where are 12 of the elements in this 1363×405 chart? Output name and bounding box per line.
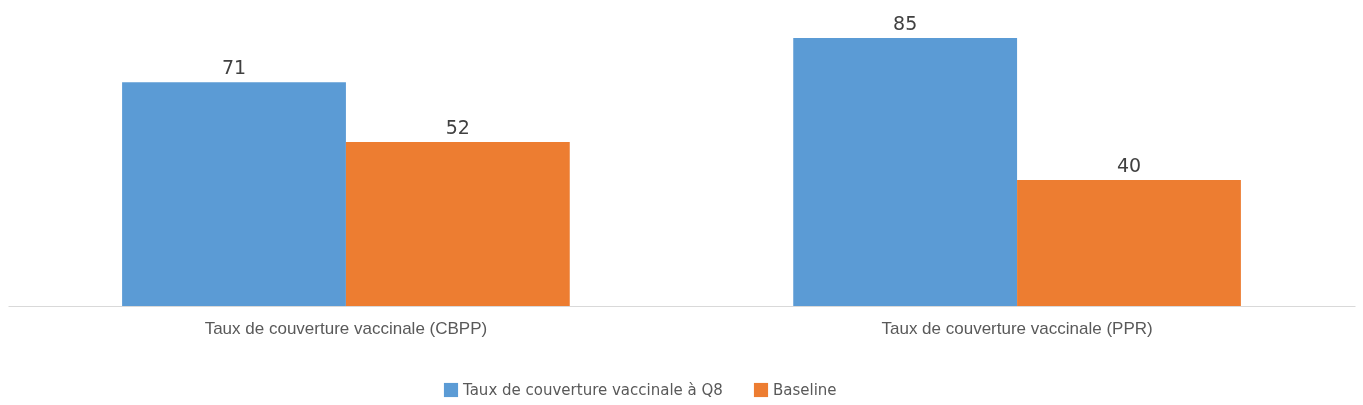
data-label: 52 <box>445 116 470 139</box>
data-label: 40 <box>1116 153 1142 176</box>
bar <box>793 38 1018 306</box>
bar <box>122 82 346 306</box>
data-label: 71 <box>221 56 247 79</box>
bar <box>345 142 570 306</box>
x-tick-label: Taux de couverture vaccinale (CBPP) <box>204 318 488 338</box>
bar <box>1017 179 1241 306</box>
legend-label: Baseline <box>773 381 837 399</box>
x-tick-label: Taux de couverture vaccinale (PPR) <box>881 318 1153 338</box>
legend-label: Taux de couverture vaccinale à Q8 <box>462 381 723 399</box>
data-label: 85 <box>893 12 918 35</box>
